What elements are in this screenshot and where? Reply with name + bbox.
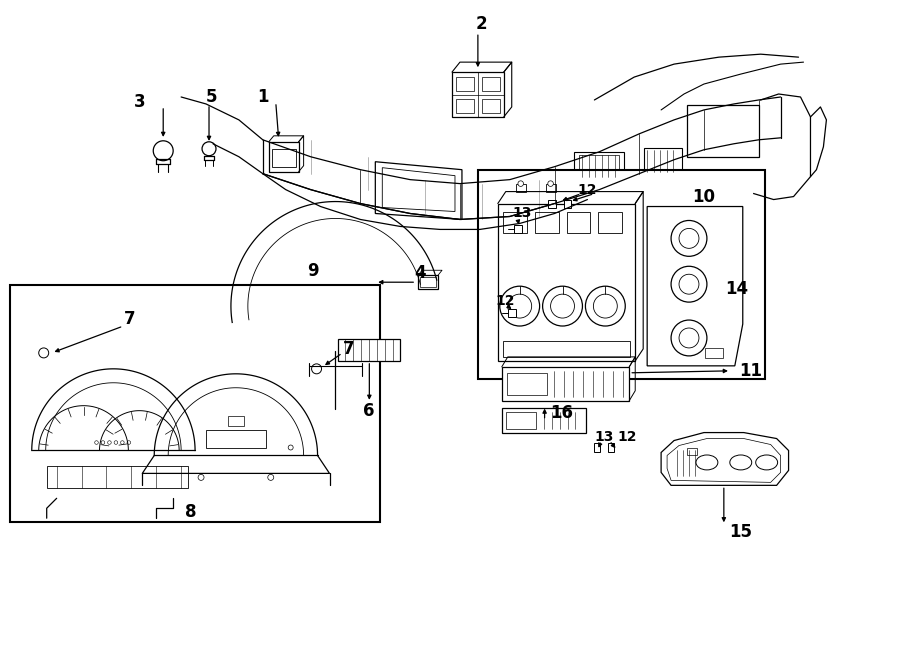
Circle shape (518, 181, 524, 186)
Bar (478, 170, 765, 379)
Bar (503, 341, 630, 357)
Bar (507, 373, 546, 395)
Text: 15: 15 (729, 523, 752, 541)
Bar (47, 467, 188, 488)
Text: 2: 2 (476, 15, 488, 33)
Circle shape (39, 348, 49, 358)
Bar (10, 285, 381, 522)
Bar (580, 155, 619, 176)
Text: 13: 13 (595, 430, 614, 444)
Text: 1: 1 (257, 88, 268, 106)
Ellipse shape (696, 455, 718, 470)
Circle shape (114, 441, 118, 444)
Bar (502, 367, 629, 401)
Circle shape (500, 286, 540, 326)
Circle shape (101, 441, 104, 444)
Bar (269, 142, 299, 172)
Polygon shape (662, 432, 788, 485)
Bar (420, 277, 436, 287)
Bar (608, 442, 615, 453)
Circle shape (121, 441, 124, 444)
Bar (418, 275, 438, 289)
Text: 12: 12 (617, 430, 637, 444)
Bar (598, 212, 622, 233)
Polygon shape (375, 162, 462, 219)
Bar (338, 339, 400, 361)
Bar (506, 412, 536, 428)
Bar (687, 447, 697, 455)
Bar (482, 77, 500, 91)
Circle shape (508, 294, 532, 318)
Circle shape (671, 320, 706, 356)
Bar (516, 184, 526, 192)
Text: 12: 12 (578, 182, 598, 196)
Bar (452, 72, 504, 117)
Bar (482, 99, 500, 113)
Text: 12: 12 (495, 294, 515, 308)
Bar (498, 204, 635, 361)
Circle shape (585, 286, 625, 326)
Text: 4: 4 (414, 264, 426, 282)
Circle shape (268, 475, 274, 481)
Circle shape (671, 221, 706, 256)
Bar (206, 430, 266, 447)
Bar (502, 408, 587, 432)
Circle shape (671, 266, 706, 302)
Ellipse shape (730, 455, 752, 470)
Bar (563, 200, 572, 208)
Text: 11: 11 (739, 362, 762, 380)
Text: 13: 13 (512, 206, 531, 221)
Bar (547, 200, 555, 208)
Circle shape (551, 294, 574, 318)
Circle shape (108, 441, 112, 444)
Circle shape (153, 141, 173, 161)
Circle shape (202, 142, 216, 156)
Circle shape (543, 286, 582, 326)
Circle shape (679, 274, 699, 294)
Bar (456, 99, 474, 113)
Polygon shape (647, 206, 742, 366)
Circle shape (593, 294, 617, 318)
Polygon shape (667, 438, 780, 483)
Circle shape (94, 441, 98, 444)
Circle shape (198, 475, 204, 481)
Bar (705, 348, 723, 358)
Polygon shape (382, 168, 455, 212)
Text: 10: 10 (692, 188, 716, 206)
Bar (508, 309, 516, 317)
Circle shape (679, 328, 699, 348)
Bar (545, 184, 555, 192)
Text: 7: 7 (123, 310, 135, 328)
Bar (228, 416, 244, 426)
Bar (594, 442, 600, 453)
Circle shape (288, 445, 293, 450)
Bar (503, 212, 526, 233)
Text: 16: 16 (550, 404, 573, 422)
Circle shape (127, 441, 130, 444)
Bar (687, 105, 759, 157)
Text: 14: 14 (725, 280, 749, 298)
Circle shape (311, 364, 321, 374)
Bar (574, 152, 625, 180)
Bar (272, 149, 296, 167)
Bar (644, 148, 682, 174)
Text: 8: 8 (185, 503, 197, 522)
Bar (566, 212, 590, 233)
Circle shape (548, 181, 554, 186)
Text: 5: 5 (205, 88, 217, 106)
Text: 6: 6 (363, 402, 374, 420)
Text: 9: 9 (307, 262, 319, 280)
Bar (456, 77, 474, 91)
Circle shape (679, 229, 699, 249)
Bar (514, 225, 522, 233)
Ellipse shape (756, 455, 778, 470)
Text: 7: 7 (343, 340, 355, 358)
Text: 3: 3 (133, 93, 145, 111)
Bar (535, 212, 559, 233)
